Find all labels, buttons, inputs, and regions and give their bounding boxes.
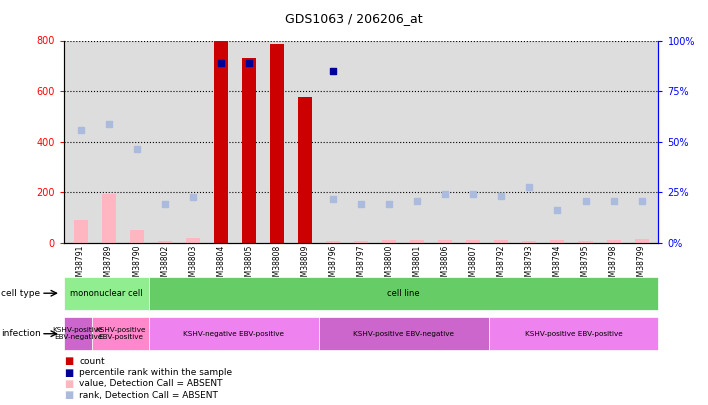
Bar bbox=[550, 241, 564, 243]
Text: percentile rank within the sample: percentile rank within the sample bbox=[79, 368, 232, 377]
Bar bbox=[185, 238, 200, 243]
Bar bbox=[158, 241, 172, 243]
Text: ■: ■ bbox=[64, 379, 73, 389]
Point bbox=[608, 198, 620, 205]
Point bbox=[103, 121, 114, 127]
Point bbox=[215, 60, 227, 66]
Bar bbox=[467, 240, 480, 243]
Text: mononuclear cell: mononuclear cell bbox=[70, 289, 142, 298]
Point bbox=[411, 198, 423, 205]
Text: ■: ■ bbox=[64, 356, 73, 366]
Bar bbox=[270, 44, 284, 243]
Text: KSHV-positive EBV-positive: KSHV-positive EBV-positive bbox=[525, 331, 622, 337]
Bar bbox=[523, 241, 537, 243]
Bar bbox=[298, 98, 312, 243]
Point bbox=[384, 200, 395, 207]
Bar bbox=[214, 40, 228, 243]
Text: GDS1063 / 206206_at: GDS1063 / 206206_at bbox=[285, 12, 423, 25]
Bar bbox=[74, 220, 88, 243]
Point bbox=[636, 198, 647, 205]
Point bbox=[131, 146, 142, 153]
Point bbox=[244, 60, 255, 66]
Point bbox=[355, 200, 367, 207]
Bar bbox=[578, 241, 593, 243]
Bar bbox=[242, 58, 256, 243]
Text: infection: infection bbox=[1, 329, 41, 338]
Point bbox=[580, 198, 591, 205]
Point bbox=[327, 196, 338, 202]
Text: value, Detection Call = ABSENT: value, Detection Call = ABSENT bbox=[79, 379, 223, 388]
Text: cell type: cell type bbox=[1, 289, 40, 298]
Bar bbox=[607, 241, 621, 243]
Bar bbox=[438, 241, 452, 243]
Point bbox=[496, 193, 507, 199]
Text: ■: ■ bbox=[64, 368, 73, 377]
Point bbox=[524, 184, 535, 191]
Point bbox=[467, 190, 479, 197]
Text: KSHV-negative EBV-positive: KSHV-negative EBV-positive bbox=[183, 331, 284, 337]
Text: KSHV-positive EBV-negative: KSHV-positive EBV-negative bbox=[353, 331, 454, 337]
Text: rank, Detection Call = ABSENT: rank, Detection Call = ABSENT bbox=[79, 391, 218, 400]
Bar bbox=[326, 241, 340, 243]
Text: KSHV-positive
EBV-negative: KSHV-positive EBV-negative bbox=[52, 327, 103, 340]
Bar bbox=[494, 240, 508, 243]
Point bbox=[159, 200, 171, 207]
Point bbox=[75, 127, 86, 134]
Bar bbox=[410, 241, 424, 243]
Bar bbox=[382, 241, 396, 243]
Bar bbox=[101, 194, 115, 243]
Point bbox=[187, 194, 198, 201]
Text: KSHV-positive
EBV-positive: KSHV-positive EBV-positive bbox=[95, 327, 146, 340]
Text: ■: ■ bbox=[64, 390, 73, 400]
Bar bbox=[634, 239, 649, 243]
Point bbox=[440, 190, 451, 197]
Bar bbox=[130, 230, 144, 243]
Text: count: count bbox=[79, 357, 105, 366]
Text: cell line: cell line bbox=[387, 289, 420, 298]
Point bbox=[552, 207, 563, 213]
Bar bbox=[354, 241, 368, 243]
Point bbox=[327, 68, 338, 74]
